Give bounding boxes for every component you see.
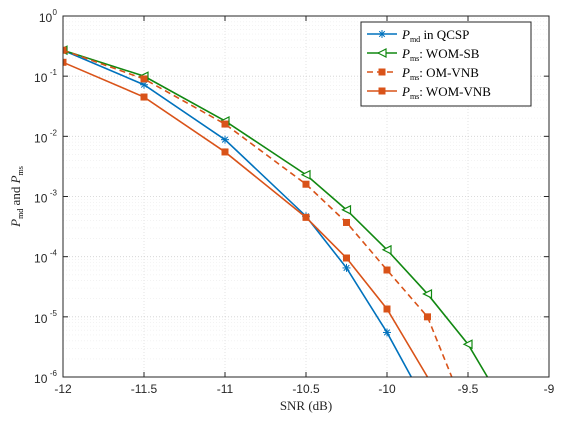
x-axis-title: SNR (dB) — [280, 398, 332, 413]
series-3-point — [63, 46, 67, 54]
series-4-point — [63, 58, 67, 66]
y-tick-label: 10 — [34, 252, 48, 266]
y-tick-exponent: -1 — [50, 68, 58, 77]
y-tick-label: 10 — [34, 312, 48, 326]
y-tick-exponent: -2 — [50, 128, 58, 137]
legend-label: Pms: WOM-VNB — [401, 84, 491, 101]
series-3-line — [63, 49, 453, 377]
legend-subscript: ms — [410, 73, 419, 82]
y-tick-label: 10 — [34, 192, 48, 206]
series-3-point — [383, 266, 391, 274]
x-tick-label: -10.5 — [292, 382, 320, 396]
series-2-point — [300, 169, 311, 180]
series-layer — [63, 45, 489, 377]
series-4-point — [140, 93, 148, 101]
legend-text: : WOM-SB — [419, 46, 479, 61]
legend-item: Pmd in QCSP — [367, 27, 469, 44]
series-4-point — [221, 148, 229, 156]
y-tick-label: 10 — [34, 131, 48, 145]
legend-marker — [378, 30, 386, 38]
y-axis-title: Pmd and Pms — [8, 166, 25, 228]
legend-marker — [378, 68, 386, 76]
legend-label: Pms: OM-VNB — [401, 65, 479, 82]
series-3-point — [140, 75, 148, 83]
series-4-point — [343, 254, 350, 262]
legend-subscript: md — [410, 35, 420, 44]
legend-symbol: P — [401, 84, 410, 99]
legend-item: Pms: WOM-VNB — [367, 84, 491, 101]
series-1-point — [383, 328, 391, 337]
x-tick-label: -11 — [217, 382, 234, 396]
x-tick-label: -10 — [378, 382, 396, 396]
legend-item: Pms: WOM-SB — [367, 46, 480, 63]
x-tick-label: -9 — [544, 382, 555, 396]
y-tick-exponent: -4 — [50, 249, 58, 258]
y-axis-title-subscript: ms — [16, 166, 25, 175]
y-tick-exponent: -6 — [50, 369, 58, 378]
y-tick-label: 10 — [39, 11, 53, 25]
series-2-point — [462, 339, 473, 350]
x-tick-label: -11.5 — [131, 382, 158, 396]
series-3 — [63, 46, 453, 377]
y-tick-exponent: -3 — [50, 189, 58, 198]
legend-box — [360, 21, 532, 107]
legend-symbol: P — [401, 46, 410, 61]
series-2-point — [341, 204, 352, 215]
legend-label: Pms: WOM-SB — [401, 46, 480, 63]
series-3-point — [343, 218, 350, 226]
series-4 — [63, 58, 429, 377]
legend-subscript: ms — [410, 54, 419, 63]
legend-item: Pms: OM-VNB — [367, 65, 479, 82]
y-axis-title-subscript: md — [16, 209, 25, 219]
y-axis-title-symbol: P — [8, 175, 23, 184]
series-2-point — [422, 288, 433, 299]
legend-text: : OM-VNB — [419, 65, 479, 80]
legend-marker — [378, 87, 386, 95]
x-tick-label: -12 — [54, 382, 72, 396]
series-3-point — [302, 180, 310, 188]
series-4-point — [383, 305, 391, 313]
y-tick-exponent: 0 — [53, 8, 58, 17]
series-1-point — [221, 135, 229, 144]
legend-label: Pmd in QCSP — [401, 27, 469, 44]
y-tick-exponent: -5 — [50, 309, 58, 318]
series-3-point — [221, 120, 229, 128]
legend-marker — [376, 48, 387, 58]
legend-subscript: ms — [410, 92, 419, 101]
x-tick-label: -9.5 — [458, 382, 479, 396]
legend-text: : WOM-VNB — [419, 84, 491, 99]
y-tick-label: 10 — [34, 372, 48, 386]
y-tick-label: 10 — [34, 71, 48, 85]
series-4-point — [302, 213, 310, 221]
legend-symbol: P — [401, 65, 410, 80]
y-axis-title-symbol: P — [8, 219, 23, 228]
series-3-point — [424, 313, 431, 321]
y-axis-title-text: and — [8, 183, 23, 208]
series-1-point — [342, 263, 351, 272]
series-2-point — [381, 244, 392, 255]
legend-text: in QCSP — [420, 27, 469, 42]
legend-symbol: P — [401, 27, 410, 42]
